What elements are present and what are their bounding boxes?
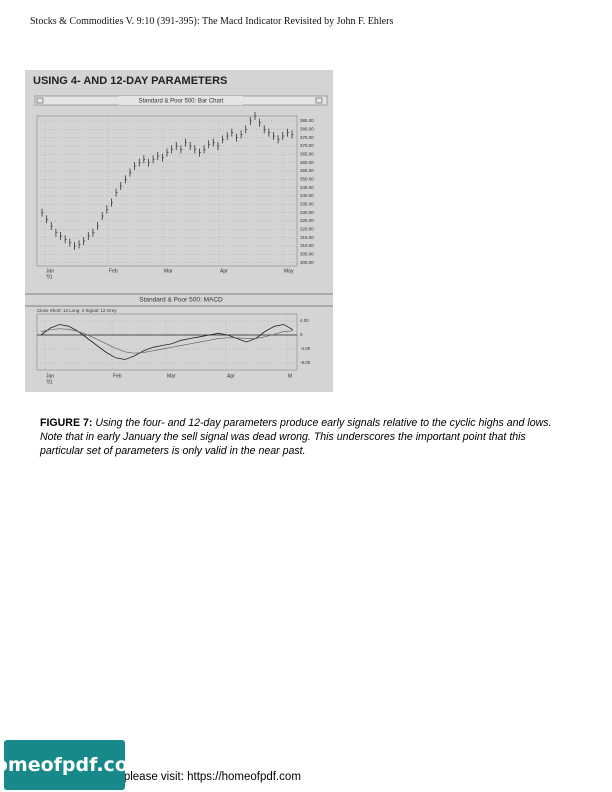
- y-tick-label: -4.00: [300, 346, 311, 351]
- year-label: '91: [46, 274, 53, 280]
- caption: FIGURE 7: Using the four- and 12-day par…: [40, 416, 555, 458]
- y-tick-label: 0: [300, 332, 303, 337]
- figure-title: USING 4- AND 12-DAY PARAMETERS: [33, 75, 227, 87]
- y-tick-label: 305.00: [300, 252, 314, 257]
- year-label: '91: [46, 379, 53, 385]
- y-tick-label: -8.00: [300, 360, 311, 365]
- plot-area: [36, 313, 298, 371]
- x-tick-label: May: [284, 268, 294, 274]
- macd-line: [40, 324, 294, 360]
- x-tick-label: Feb: [113, 373, 122, 379]
- title-backing: [119, 96, 243, 105]
- y-tick-label: 350.00: [300, 177, 314, 182]
- x-tick-label: Jan: [46, 268, 54, 274]
- x-tick-label: Mar: [167, 373, 176, 379]
- caption-text: Using the four- and 12-day parameters pr…: [40, 417, 552, 457]
- y-tick-label: 335.00: [300, 202, 314, 207]
- y-tick-label: 315.00: [300, 235, 314, 240]
- y-tick-label: 300.00: [300, 260, 314, 265]
- logo[interactable]: homeofpdf.com: [0, 740, 148, 790]
- y-tick-label: 370.00: [300, 143, 314, 148]
- y-tick-label: 375.00: [300, 135, 314, 140]
- caption-label: FIGURE 7:: [40, 417, 93, 429]
- x-tick-label: Feb: [109, 268, 118, 274]
- figure: USING 4- AND 12-DAY PARAMETERS Standard …: [25, 70, 333, 392]
- y-tick-label: 355.00: [300, 168, 314, 173]
- y-tick-label: 310.00: [300, 243, 314, 248]
- x-tick-label: Mar: [164, 268, 173, 274]
- y-tick-label: 325.00: [300, 218, 314, 223]
- y-tick-label: 4.00: [300, 318, 309, 323]
- y-tick-label: 365.00: [300, 152, 314, 157]
- figure-background: [25, 70, 333, 392]
- running-header: Stocks & Commodities V. 9:10 (391-395): …: [30, 16, 394, 27]
- y-tick-label: 340.00: [300, 193, 314, 198]
- footer-text[interactable]: For more please visit: https://homeofpdf…: [74, 771, 301, 783]
- window-title: Standard & Poor 500: Bar Chart: [138, 99, 223, 105]
- y-tick-label: 345.00: [300, 185, 314, 190]
- legend: Close Short: 12 Long: 4 Signal: 12 Grey: [37, 308, 117, 313]
- y-tick-label: 380.00: [300, 127, 314, 132]
- x-tick-label: Apr: [220, 268, 228, 274]
- window-title: Standard & Poor 500: MACD: [139, 297, 223, 304]
- plot-area: [36, 115, 298, 267]
- y-tick-label: 360.00: [300, 160, 314, 165]
- x-tick-label: Apr: [227, 373, 235, 379]
- signal-line: [40, 328, 294, 354]
- close-box: [36, 97, 44, 104]
- y-tick-label: 320.00: [300, 227, 314, 232]
- y-tick-label: 330.00: [300, 210, 314, 215]
- zoom-box: [315, 97, 323, 104]
- x-tick-label: M: [288, 373, 292, 379]
- y-tick-label: 385.00: [300, 118, 314, 123]
- x-tick-label: Jan: [46, 373, 54, 379]
